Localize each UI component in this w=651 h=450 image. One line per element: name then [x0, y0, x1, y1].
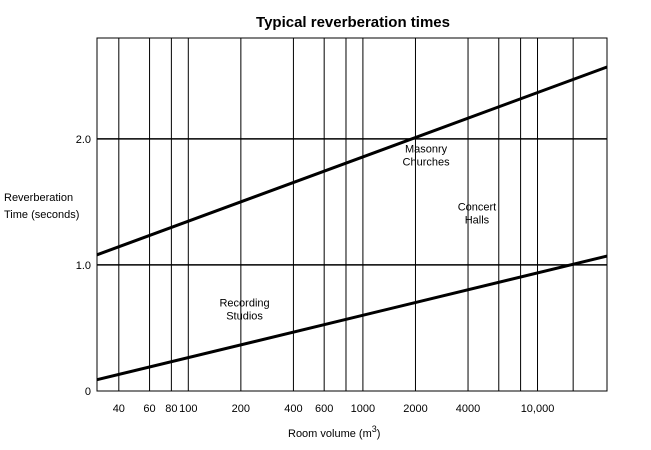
- x-tick-label: 600: [315, 403, 333, 415]
- x-tick-label: 200: [232, 403, 250, 415]
- annotation-line: Concert: [458, 202, 497, 214]
- y-axis-label: Reverberation Time (seconds): [4, 192, 79, 221]
- x-tick-label: 100: [179, 403, 197, 415]
- x-tick-label: 80: [165, 403, 177, 415]
- y-tick-label: 0: [85, 386, 91, 398]
- x-tick-label: 4000: [456, 403, 480, 415]
- y-tick-label: 2.0: [76, 134, 91, 146]
- annotation-line: Churches: [403, 157, 451, 169]
- y-tick-labels: 0 1.0 2.0: [76, 134, 91, 398]
- y-axis-label-line-1: Reverberation: [4, 192, 73, 204]
- annotation-line: Halls: [465, 215, 490, 227]
- annotation-line: Masonry: [405, 144, 448, 156]
- chart-title: Typical reverberation times: [256, 14, 450, 31]
- series-line-2: [96, 254, 608, 382]
- y-tick-label: 1.0: [76, 260, 91, 272]
- x-gridlines: [118, 38, 574, 391]
- series-line-1: [96, 65, 608, 257]
- x-tick-label: 40: [113, 403, 125, 415]
- series-lines: [96, 65, 608, 382]
- x-tick-label: 60: [143, 403, 155, 415]
- x-tick-label: 400: [284, 403, 302, 415]
- y-gridlines: [97, 138, 607, 266]
- annotation-line: Recording: [219, 298, 269, 310]
- annotation-line: Studios: [226, 311, 263, 323]
- x-tick-labels: 40 60 80 100 200 400 600 1000 2000 4000 10,000: [113, 403, 555, 415]
- x-axis-label: Room volume (m3): [288, 424, 380, 440]
- x-tick-label: 10,000: [521, 403, 555, 415]
- plot-frame: [96, 37, 608, 392]
- x-tick-label: 2000: [403, 403, 427, 415]
- x-axis-label-text: Room volume (m: [288, 428, 372, 440]
- x-axis-label-superscript: 3: [372, 424, 377, 434]
- x-tick-label: 1000: [351, 403, 375, 415]
- y-axis-label-line-2: Time (seconds): [4, 209, 79, 221]
